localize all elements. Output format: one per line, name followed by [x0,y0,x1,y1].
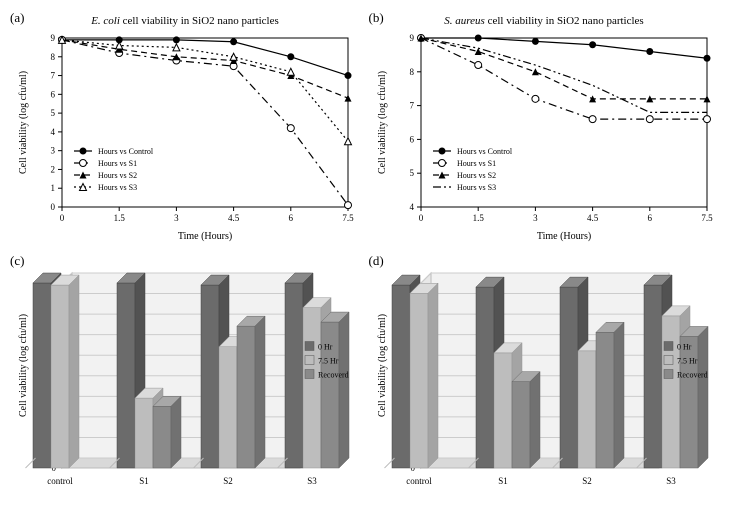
svg-text:S2: S2 [582,476,592,486]
svg-text:0: 0 [418,213,423,223]
svg-text:4: 4 [51,127,56,137]
panel-d-label: (d) [369,253,384,269]
panel-b: (b) S. aureus cell viability in SiO2 nan… [369,10,720,245]
svg-text:Hours vs S1: Hours vs S1 [457,159,496,168]
svg-text:8: 8 [409,67,414,77]
svg-text:0: 0 [51,202,56,212]
svg-text:control: control [47,476,73,486]
svg-text:Hours vs S2: Hours vs S2 [457,171,496,180]
svg-text:7.5: 7.5 [342,213,354,223]
svg-text:1.5: 1.5 [114,213,126,223]
figure-grid: (a) E. coli cell viability in SiO2 nano … [10,10,719,498]
svg-text:7.5: 7.5 [701,213,713,223]
svg-text:Cell viability (log cfu/ml): Cell viability (log cfu/ml) [18,314,29,417]
svg-text:S3: S3 [307,476,317,486]
svg-text:4: 4 [409,202,414,212]
svg-text:Hours vs S3: Hours vs S3 [457,183,496,192]
svg-text:S3: S3 [666,476,676,486]
svg-text:Recoverd: Recoverd [318,371,349,380]
svg-text:7: 7 [51,71,56,81]
svg-text:Recoverd: Recoverd [677,371,708,380]
svg-text:6: 6 [51,89,56,99]
svg-text:3: 3 [51,146,56,156]
svg-text:5: 5 [409,168,414,178]
svg-text:Cell viability (log cfu/ml): Cell viability (log cfu/ml) [18,71,29,174]
svg-text:1.5: 1.5 [472,213,484,223]
panel-d: (d) 0123456789Cell viability (log cfu/ml… [369,253,720,498]
svg-text:9: 9 [409,33,414,43]
svg-text:3: 3 [174,213,179,223]
svg-text:0 Hr: 0 Hr [318,343,333,352]
svg-text:Cell viability (log cfu/ml): Cell viability (log cfu/ml) [377,71,388,174]
svg-text:0: 0 [60,213,65,223]
panel-c-label: (c) [10,253,24,269]
svg-text:0 Hr: 0 Hr [677,343,692,352]
svg-text:S1: S1 [139,476,149,486]
svg-text:7: 7 [409,101,414,111]
svg-text:E. coli cell viability in SiO2: E. coli cell viability in SiO2 nano part… [90,15,279,27]
svg-text:Time (Hours): Time (Hours) [536,231,590,242]
panel-a-label: (a) [10,10,24,26]
svg-text:Time (Hours): Time (Hours) [178,231,232,242]
svg-text:S2: S2 [223,476,233,486]
panel-c: (c) 0123456789Cell viability (log cfu/ml… [10,253,361,498]
svg-text:7.5 Hr: 7.5 Hr [677,357,698,366]
svg-text:Hours vs S1: Hours vs S1 [98,159,137,168]
svg-text:1: 1 [51,183,56,193]
svg-text:S1: S1 [498,476,508,486]
svg-text:6: 6 [647,213,652,223]
svg-text:Hours vs S3: Hours vs S3 [98,183,137,192]
svg-text:6: 6 [289,213,294,223]
panel-c-chart: 0123456789Cell viability (log cfu/ml)con… [10,253,360,498]
svg-text:2: 2 [51,164,56,174]
svg-text:Hours vs Control: Hours vs Control [457,147,513,156]
svg-text:S. aureus cell viability in Si: S. aureus cell viability in SiO2 nano pa… [444,15,643,27]
svg-text:6: 6 [409,134,414,144]
svg-text:control: control [406,476,432,486]
svg-text:Cell viability (log cfu/ml): Cell viability (log cfu/ml) [377,314,388,417]
svg-text:3: 3 [533,213,538,223]
svg-text:5: 5 [51,108,56,118]
panel-b-label: (b) [369,10,384,26]
svg-text:7.5 Hr: 7.5 Hr [318,357,339,366]
svg-text:Hours vs S2: Hours vs S2 [98,171,137,180]
panel-b-chart: S. aureus cell viability in SiO2 nano pa… [369,10,719,245]
svg-text:4.5: 4.5 [228,213,240,223]
svg-text:9: 9 [51,33,56,43]
svg-text:8: 8 [51,52,56,62]
svg-text:Hours vs Control: Hours vs Control [98,147,154,156]
panel-a: (a) E. coli cell viability in SiO2 nano … [10,10,361,245]
panel-d-chart: 0123456789Cell viability (log cfu/ml)con… [369,253,719,498]
panel-a-chart: E. coli cell viability in SiO2 nano part… [10,10,360,245]
svg-text:4.5: 4.5 [586,213,598,223]
